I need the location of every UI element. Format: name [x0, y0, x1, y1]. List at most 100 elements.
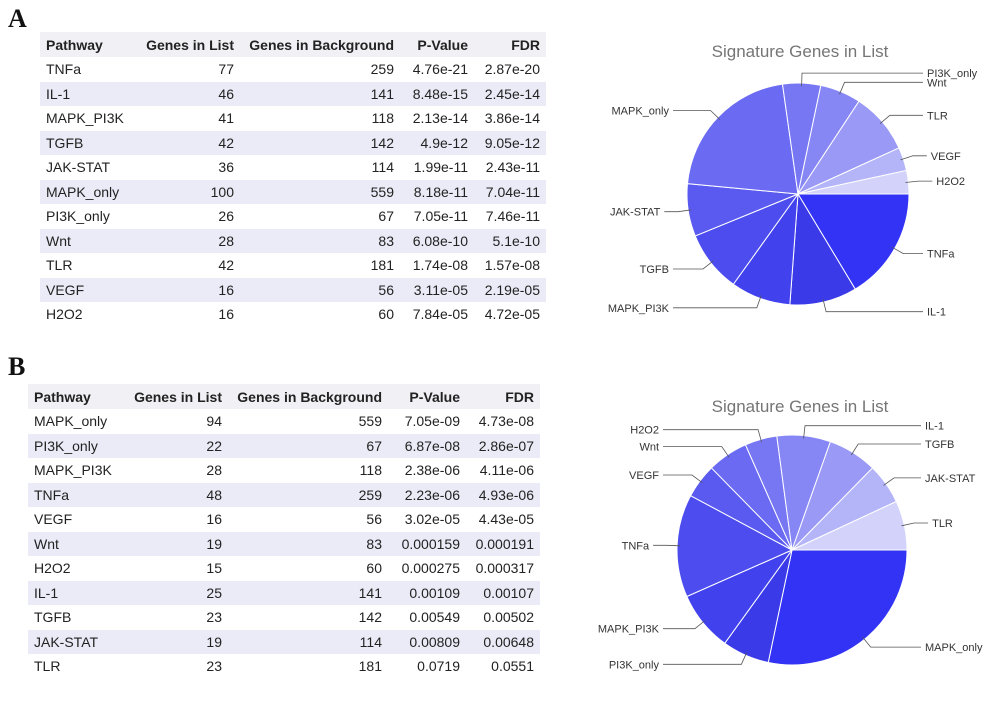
cell-genes-in-list: 16 [218, 281, 234, 298]
cell-p-value: 8.48e-15 [412, 85, 468, 102]
pie-label-il-1: IL-1 [925, 421, 944, 433]
cell-genes-in-list: 19 [206, 633, 222, 650]
chart-title: Signature Genes in List [712, 397, 889, 416]
cell-genes-in-background: 559 [370, 183, 394, 200]
table-row: MAPK_PI3K 41 118 2.13e-14 3.86e-14 [40, 106, 546, 131]
pathway-table-b: Pathway Genes in List Genes in Backgroun… [28, 384, 540, 679]
cell-pathway: H2O2 [46, 306, 83, 323]
panel-label-a: A [8, 4, 27, 33]
pie-leader-line [673, 110, 721, 120]
table-row: PI3K_only 22 67 6.87e-08 2.86e-07 [28, 433, 540, 458]
pie-leader-line [901, 522, 929, 527]
table-row: PI3K_only 26 67 7.05e-11 7.46e-11 [40, 204, 546, 229]
cell-p-value: 7.84e-05 [412, 306, 468, 323]
cell-p-value: 0.0719 [417, 658, 460, 675]
pie-leader-line [663, 652, 748, 665]
cell-genes-in-background: 118 [371, 110, 394, 127]
cell-fdr: 0.00648 [483, 633, 534, 650]
cell-fdr: 4.72e-05 [484, 306, 540, 323]
pie-chart-a: Signature Genes in List TNFa IL-1 MAPK_PI3… [608, 42, 978, 319]
table-row: JAK-STAT 36 114 1.99e-11 2.43e-11 [40, 155, 546, 180]
cell-genes-in-background: 114 [371, 159, 394, 176]
chart-title: Signature Genes in List [712, 42, 889, 61]
column-header-fdr: FDR [474, 32, 546, 57]
cell-fdr: 3.86e-14 [484, 110, 540, 127]
table-row: TNFa 48 259 2.23e-06 4.93e-06 [28, 482, 540, 507]
cell-fdr: 2.45e-14 [484, 85, 540, 102]
cell-p-value: 7.05e-09 [404, 413, 460, 430]
table-row: Wnt 28 83 6.08e-10 5.1e-10 [40, 228, 546, 253]
pie-label-vegf: VEGF [931, 151, 961, 163]
cell-genes-in-list: 19 [206, 535, 222, 552]
cell-pathway: MAPK_PI3K [46, 110, 124, 127]
pie-label-wnt: Wnt [639, 442, 659, 454]
table-row: TGFB 23 142 0.00549 0.00502 [28, 605, 540, 630]
cell-fdr: 0.0551 [491, 658, 534, 675]
cell-genes-in-background: 141 [358, 584, 382, 601]
table-row: MAPK_only 94 559 7.05e-09 4.73e-08 [28, 409, 540, 434]
cell-genes-in-list: 46 [218, 85, 234, 102]
pie-leader-line [663, 620, 706, 630]
cell-fdr: 0.00502 [483, 609, 534, 626]
table-row: JAK-STAT 19 114 0.00809 0.00648 [28, 629, 540, 654]
cell-pathway: TLR [34, 658, 61, 675]
cell-genes-in-background: 60 [366, 560, 382, 577]
pie-leader-line [822, 299, 923, 313]
column-header-fdr: FDR [466, 384, 540, 409]
cell-p-value: 2.23e-06 [404, 486, 460, 503]
cell-p-value: 1.99e-11 [413, 159, 468, 176]
pie-leader-line [663, 446, 730, 458]
pie-label-jak-stat: JAK-STAT [925, 473, 976, 485]
cell-pathway: VEGF [34, 511, 73, 528]
cell-genes-in-background: 142 [370, 134, 394, 151]
cell-genes-in-background: 56 [366, 511, 382, 528]
cell-genes-in-list: 36 [218, 159, 234, 176]
cell-genes-in-background: 559 [358, 413, 382, 430]
cell-genes-in-list: 48 [206, 486, 222, 503]
pie-label-tlr: TLR [932, 518, 953, 530]
table-row: MAPK_only 100 559 8.18e-11 7.04e-11 [40, 179, 546, 204]
cell-genes-in-background: 181 [358, 658, 382, 675]
table-header-row: Pathway Genes in List Genes in Backgroun… [40, 32, 546, 57]
cell-genes-in-list: 26 [218, 208, 234, 225]
cell-genes-in-background: 118 [359, 462, 382, 479]
pie-leader-line [663, 429, 762, 443]
column-header-genes-in-background: Genes in Background [228, 384, 388, 409]
pie-leader-line [663, 474, 703, 484]
cell-genes-in-list: 23 [206, 658, 222, 675]
cell-pathway: MAPK_only [46, 183, 120, 200]
cell-genes-in-list: 28 [206, 462, 222, 479]
pie-label-vegf: VEGF [629, 470, 659, 482]
cell-p-value: 0.000159 [401, 535, 460, 552]
column-header-pathway: Pathway [28, 384, 128, 409]
cell-p-value: 7.05e-11 [413, 208, 468, 225]
cell-pathway: TNFa [34, 486, 69, 503]
column-header-genes-in-background: Genes in Background [240, 32, 400, 57]
pie-label-tgfb: TGFB [925, 439, 954, 451]
cell-genes-in-background: 83 [378, 232, 394, 249]
cell-pathway: IL-1 [46, 85, 71, 102]
cell-genes-in-background: 56 [378, 281, 394, 298]
table-row: VEGF 16 56 3.02e-05 4.43e-05 [28, 507, 540, 532]
cell-fdr: 5.1e-10 [492, 232, 540, 249]
pie-slice-mapk-only [686, 83, 799, 195]
pie-leader-line [673, 260, 714, 270]
pie-slice-mapk-only [767, 549, 908, 666]
cell-genes-in-list: 28 [218, 232, 234, 249]
cell-genes-in-background: 60 [378, 306, 394, 323]
cell-fdr: 7.04e-11 [485, 183, 540, 200]
pie-label-h2o2: H2O2 [936, 176, 965, 188]
pathway-table-a: Pathway Genes in List Genes in Backgroun… [40, 32, 546, 327]
cell-fdr: 4.93e-06 [478, 486, 534, 503]
pie-leader-line [862, 636, 921, 648]
pie-label-h2o2: H2O2 [630, 425, 659, 437]
pie-leader-line [900, 155, 927, 161]
table-row: Wnt 19 83 0.000159 0.000191 [28, 531, 540, 556]
cell-genes-in-list: 22 [206, 437, 222, 454]
table-row: TGFB 42 142 4.9e-12 9.05e-12 [40, 130, 546, 155]
cell-p-value: 4.9e-12 [420, 134, 468, 151]
column-header-pathway: Pathway [40, 32, 140, 57]
pie-label-tnfa: TNFa [927, 249, 955, 261]
pie-leader-line [883, 477, 921, 486]
cell-fdr: 4.11e-06 [479, 462, 534, 479]
